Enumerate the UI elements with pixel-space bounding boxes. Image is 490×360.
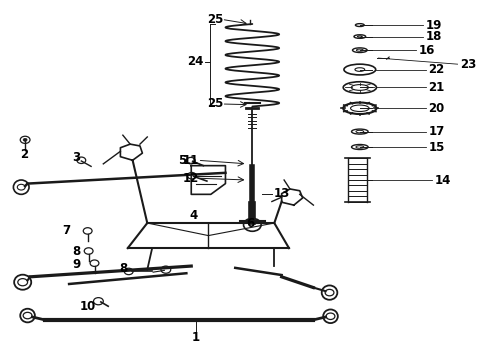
Text: 19: 19 bbox=[426, 19, 442, 32]
Text: 20: 20 bbox=[428, 102, 444, 115]
Text: 4: 4 bbox=[190, 210, 198, 222]
Text: 5: 5 bbox=[178, 154, 186, 167]
Text: 8: 8 bbox=[120, 262, 128, 275]
Text: 25: 25 bbox=[207, 13, 223, 26]
Text: 13: 13 bbox=[273, 187, 290, 200]
Text: 11: 11 bbox=[182, 154, 198, 167]
Text: 9: 9 bbox=[73, 258, 80, 271]
Text: 10: 10 bbox=[79, 300, 96, 313]
Text: 6: 6 bbox=[246, 216, 254, 230]
Text: 12: 12 bbox=[182, 172, 198, 185]
Text: 15: 15 bbox=[428, 140, 444, 153]
Text: 18: 18 bbox=[426, 30, 442, 43]
Text: 23: 23 bbox=[460, 58, 476, 71]
Text: 7: 7 bbox=[63, 224, 71, 238]
Text: 3: 3 bbox=[73, 151, 80, 164]
Text: 24: 24 bbox=[187, 55, 203, 68]
Circle shape bbox=[23, 138, 27, 141]
Text: 16: 16 bbox=[418, 44, 435, 57]
Text: 25: 25 bbox=[207, 98, 223, 111]
Text: 8: 8 bbox=[73, 244, 80, 257]
Text: 17: 17 bbox=[428, 125, 444, 138]
Text: 22: 22 bbox=[428, 63, 444, 76]
Text: 14: 14 bbox=[435, 174, 451, 186]
Text: 2: 2 bbox=[20, 148, 28, 161]
Text: 1: 1 bbox=[192, 331, 200, 344]
Text: 21: 21 bbox=[428, 81, 444, 94]
